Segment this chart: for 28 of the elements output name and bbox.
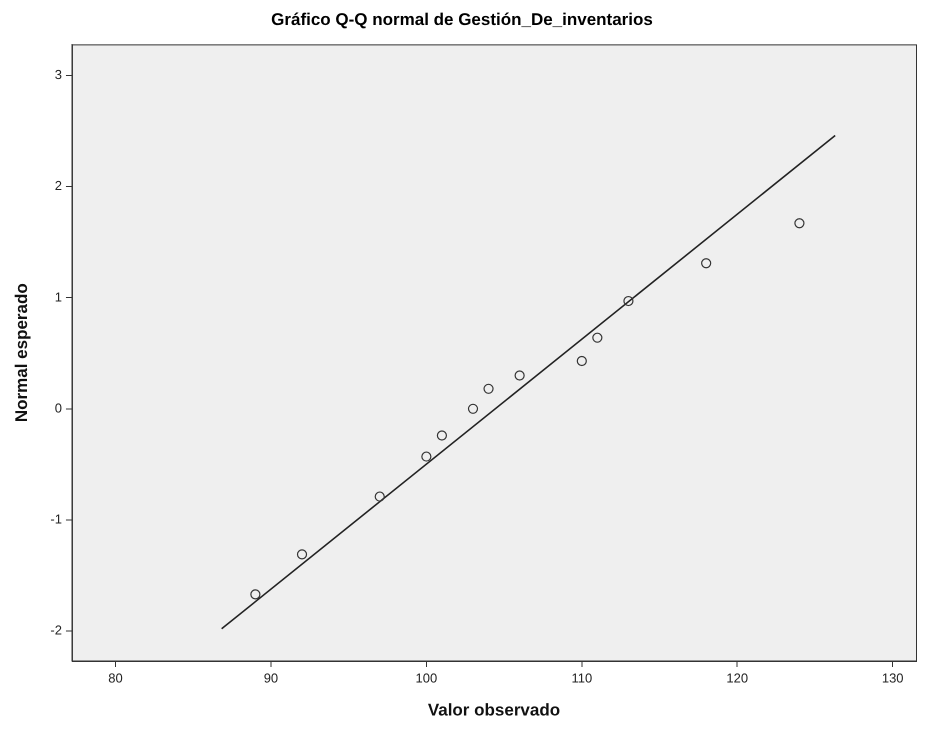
chart-title: Gráfico Q-Q normal de Gestión_De_inventarios xyxy=(271,10,653,29)
point xyxy=(592,332,602,343)
y-tick-label: -2 xyxy=(50,622,62,638)
y-tick-label: 0 xyxy=(54,400,62,416)
point xyxy=(436,430,448,441)
point xyxy=(483,384,494,394)
y-axis-title: Normal esperado xyxy=(12,283,31,422)
x-tick-label: 80 xyxy=(108,670,123,686)
point xyxy=(794,218,805,228)
y-tick-label: -1 xyxy=(50,511,62,526)
x-tick-label: 130 xyxy=(882,670,904,686)
x-axis-title: Valor observado xyxy=(428,700,560,720)
point xyxy=(514,370,525,381)
x-tick-label: 110 xyxy=(571,670,592,686)
x-tick-label: 100 xyxy=(416,670,438,686)
point xyxy=(701,258,712,268)
point xyxy=(468,404,478,414)
x-tick-label: 120 xyxy=(726,670,748,686)
y-tick-label: 3 xyxy=(54,67,62,82)
point xyxy=(250,589,260,600)
x-tick-label: 90 xyxy=(264,670,278,686)
y-tick-label: 1 xyxy=(54,289,62,304)
point xyxy=(296,549,308,560)
point xyxy=(576,356,587,366)
y-tick-label: 2 xyxy=(54,178,62,194)
point xyxy=(421,451,432,462)
point xyxy=(623,296,634,306)
point xyxy=(374,491,385,502)
